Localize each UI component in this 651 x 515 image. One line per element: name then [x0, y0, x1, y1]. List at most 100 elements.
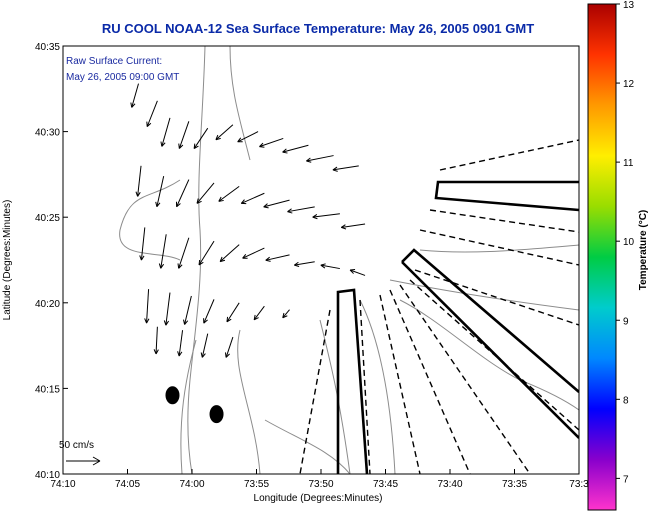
sector-dash-5 [399, 284, 531, 474]
current-vector-head [177, 351, 183, 357]
current-vector [196, 182, 215, 204]
sector-dash-3 [379, 294, 421, 474]
current-vector-head [219, 256, 226, 263]
colorbar-tick-label: 12 [623, 79, 635, 90]
current-vector-head [130, 102, 136, 108]
current-vector-head [349, 268, 356, 274]
sector-box-3 [434, 180, 579, 212]
bathymetry-contours [119, 46, 579, 474]
current-vector-head [163, 320, 170, 326]
depth-contour-2 [237, 329, 261, 474]
current-vector-head [183, 319, 189, 325]
x-tick-label: 73:40 [437, 479, 462, 490]
depth-contour-8 [419, 244, 579, 253]
current-vector [156, 176, 165, 207]
current-vector-head [193, 143, 199, 150]
current-vector-head [282, 148, 288, 154]
current-vector-head [224, 352, 230, 358]
current-vector [176, 179, 190, 207]
y-tick-label: 40:30 [35, 128, 60, 139]
current-vector-head [155, 201, 161, 208]
current-vector [259, 137, 284, 148]
current-vector [140, 227, 146, 261]
current-vector [160, 234, 167, 269]
current-vector [161, 117, 171, 147]
y-tick-label: 40:35 [35, 42, 60, 53]
y-tick-label: 40:25 [35, 213, 60, 224]
scale-arrow: 50 cm/s [59, 440, 101, 466]
colorbar-label: Temperature (°C) [638, 210, 649, 291]
current-vector [242, 247, 265, 259]
current-vector [137, 165, 142, 197]
annotation-line-2: May 26, 2005 09:00 GMT [66, 72, 179, 83]
current-vector-head [200, 352, 206, 358]
current-vector [226, 302, 240, 323]
shoreline [187, 46, 206, 474]
current-vector-head [158, 263, 165, 269]
current-vector [332, 165, 359, 171]
depth-contour-1 [180, 339, 197, 474]
x-tick-label: 73:35 [502, 479, 527, 490]
x-tick-label: 74:05 [115, 479, 140, 490]
current-vector-head [332, 166, 338, 172]
scale-arrow-head [92, 456, 101, 466]
depth-contour-3 [319, 319, 351, 474]
x-tick-label: 73:50 [308, 479, 333, 490]
current-vector [282, 309, 290, 319]
x-tick-label: 73:3 [569, 479, 589, 490]
current-vector [146, 100, 158, 127]
x-tick-label: 73:45 [373, 479, 398, 490]
current-vector [219, 244, 240, 262]
current-vector-head [306, 157, 312, 163]
current-vector [263, 199, 290, 208]
depth-contour-5 [399, 299, 579, 411]
shoreline-inner [119, 179, 181, 261]
current-vector-head [263, 203, 269, 209]
chart-title: RU COOL NOAA-12 Sea Surface Temperature:… [102, 21, 534, 36]
colorbar-tick-label: 7 [623, 474, 629, 485]
current-vector-head [253, 314, 259, 321]
current-vector [155, 326, 158, 354]
current-vector [146, 289, 150, 324]
current-vector-head [177, 263, 183, 269]
sector-dash-9 [429, 209, 579, 233]
current-vector [193, 127, 209, 149]
colorbar-tick-label: 9 [623, 316, 629, 327]
sector-dash-8 [419, 229, 579, 266]
current-vector [184, 295, 192, 325]
current-vector-head [287, 208, 293, 214]
current-vector [178, 121, 190, 149]
x-axis: 74:10 74:05 74:00 73:55 73:50 73:45 73:40 73:35… [50, 469, 589, 490]
y-tick-label: 40:10 [35, 470, 60, 481]
y-axis: 40:35 40:30 40:25 40:20 40:15 40:10 [35, 42, 68, 481]
current-vector [201, 333, 209, 358]
current-vector-head [178, 143, 184, 149]
current-vector [253, 305, 265, 321]
current-vector-head [320, 263, 326, 269]
current-vector [178, 237, 190, 269]
current-vector-head [218, 196, 224, 202]
current-vector-head [139, 255, 145, 261]
plot-area [63, 46, 579, 474]
current-vector-head [153, 349, 159, 355]
current-vector [225, 336, 234, 358]
current-vector [312, 213, 340, 218]
sector-box-2 [401, 248, 579, 439]
current-vector [237, 131, 259, 143]
current-vector [349, 269, 366, 276]
current-vector [241, 192, 265, 204]
colorbar-tick-label: 10 [623, 237, 635, 248]
sector-dash-2 [359, 299, 371, 474]
current-vector-head [175, 201, 181, 208]
current-vector [287, 206, 315, 213]
y-tick-label: 40:15 [35, 384, 60, 395]
annotation-line-1: Raw Surface Current: [66, 56, 162, 67]
depth-contour-4 [359, 299, 396, 474]
current-vector-head [198, 259, 204, 266]
current-vector [282, 144, 309, 153]
depth-contour-6 [229, 46, 251, 161]
current-vector-head [340, 224, 347, 230]
current-vector [203, 299, 215, 324]
current-vector [198, 240, 215, 266]
